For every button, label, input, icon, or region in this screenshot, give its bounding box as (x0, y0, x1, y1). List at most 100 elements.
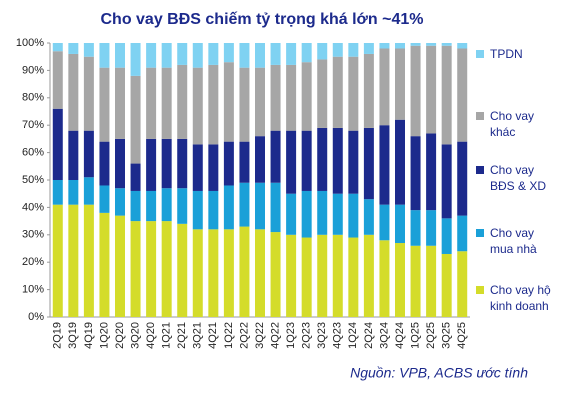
bar-segment (99, 43, 110, 68)
bar-segment (177, 138, 188, 189)
bar-segment (161, 43, 172, 68)
y-tick-label: 20% (22, 256, 44, 268)
x-tick-label: 4Q22 (269, 322, 281, 349)
bar-segment (192, 229, 203, 317)
legend-label: Cho vay khác (490, 109, 535, 139)
bar-segment (395, 48, 405, 120)
x-tick-label: 2Q20 (114, 322, 126, 349)
y-tick-label: 80% (22, 92, 44, 104)
x-tick-label: 3Q21 (192, 322, 204, 349)
bar-segment (286, 43, 297, 65)
bar-segment (99, 185, 110, 213)
bar-segment (457, 215, 468, 252)
bar-segment (363, 127, 374, 200)
bar-segment (192, 43, 203, 68)
bar-segment (426, 245, 437, 317)
legend-item: Cho vay BĐS & XD (476, 162, 560, 194)
bar-segment (223, 62, 234, 142)
bar-segment (83, 56, 94, 131)
bar-segment (146, 138, 157, 191)
y-tick-label: 70% (22, 119, 44, 131)
legend-swatch (476, 50, 484, 58)
bar-segment (441, 43, 452, 46)
bar-segment (348, 56, 359, 131)
bar-segment (52, 108, 63, 180)
bar-segment (146, 43, 157, 68)
bar-segment (410, 43, 421, 46)
x-tick-label: 4Q24 (394, 322, 406, 349)
bar-segment (177, 223, 188, 317)
bar-segment (52, 51, 63, 109)
x-tick-label: 2Q21 (176, 322, 188, 349)
legend-label: TPDN (490, 47, 523, 61)
legend-swatch (476, 229, 484, 237)
y-tick-label: 100% (16, 37, 44, 49)
bar-segment (457, 43, 468, 49)
bar-segment (286, 130, 297, 194)
bar-segment (410, 45, 421, 137)
bar-segment (99, 212, 110, 317)
legend-item: Cho vay mua nhà (476, 225, 560, 257)
bar-segment (301, 190, 312, 238)
bar-segment (208, 144, 219, 191)
x-tick-label: 1Q21 (161, 322, 173, 349)
bar-segment (83, 130, 94, 178)
bar-segment (363, 53, 374, 128)
x-tick-label: 4Q19 (83, 322, 95, 349)
bar-segment (68, 53, 79, 131)
bar-segment (83, 177, 94, 205)
bar-segment (270, 182, 281, 233)
bar-segment (68, 180, 79, 205)
bar-segment (255, 43, 265, 68)
bar-segment (270, 130, 281, 183)
bar-segment (379, 48, 390, 126)
bar-segment (395, 204, 405, 244)
x-tick-label: 4Q21 (207, 322, 219, 349)
bar-segment (441, 253, 452, 317)
bar-segment (379, 43, 390, 49)
x-tick-label: 3Q24 (378, 322, 390, 349)
bar-segment (115, 138, 125, 189)
bar-segment (161, 221, 172, 317)
bar-segment (239, 182, 250, 227)
bar-segment (301, 130, 312, 191)
x-tick-label: 1Q20 (98, 322, 110, 349)
bar-segment (317, 127, 328, 191)
source-note: Nguồn: VPB, ACBS ước tính (350, 365, 528, 381)
bar-segment (317, 59, 328, 128)
bar-segment (146, 221, 157, 317)
bar-segment (426, 43, 437, 46)
bar-segment (348, 43, 359, 57)
y-tick-label: 50% (22, 174, 44, 186)
x-tick-label: 1Q23 (285, 322, 297, 349)
y-tick-label: 0% (28, 311, 44, 323)
x-tick-label: 1Q22 (223, 322, 235, 349)
bar-segment (286, 193, 297, 235)
bar-segment (52, 180, 63, 205)
bar-segment (239, 141, 250, 183)
bar-segment (192, 144, 203, 191)
x-tick-label: 4Q25 (456, 322, 468, 349)
bar-segment (301, 237, 312, 317)
x-tick-label: 2Q25 (425, 322, 437, 349)
bar-segment (161, 188, 172, 222)
bar-segment (68, 204, 79, 317)
bar-segment (332, 234, 343, 317)
bar-segment (130, 221, 141, 317)
bar-segment (52, 204, 63, 317)
bar-segment (363, 43, 374, 54)
bar-segment (161, 138, 172, 189)
x-tick-label: 2Q22 (238, 322, 250, 349)
x-tick-label: 3Q25 (441, 322, 453, 349)
bar-segment (270, 43, 281, 65)
y-tick-label: 10% (22, 284, 44, 296)
bar-segment (208, 229, 219, 317)
legend-label: Cho vay hộ kinh doanh (490, 283, 551, 313)
bar-segment (441, 218, 452, 254)
bar-segment (395, 119, 405, 205)
bar-segment (68, 130, 79, 180)
legend-swatch (476, 166, 484, 174)
bar-segment (286, 234, 297, 317)
bar-segment (130, 75, 141, 164)
